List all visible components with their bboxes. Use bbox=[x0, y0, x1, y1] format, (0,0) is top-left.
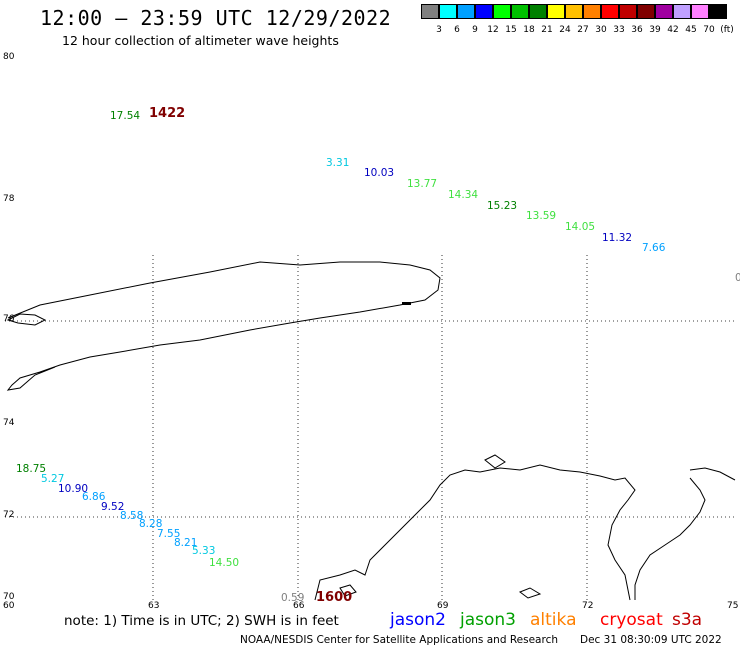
wave-height-label: 14.05 bbox=[565, 221, 596, 233]
legend-swatch bbox=[619, 4, 637, 19]
wave-height-label: 18.75 bbox=[16, 463, 47, 475]
map-subtitle: 12 hour collection of altimeter wave hei… bbox=[62, 33, 339, 48]
legend-swatch bbox=[421, 4, 439, 19]
legend-swatch bbox=[493, 4, 511, 19]
legend-label: 15 bbox=[505, 25, 517, 35]
legend-label: 18 bbox=[523, 25, 535, 35]
satellite-label: jason2 bbox=[390, 610, 446, 630]
wave-height-label: 0.59 bbox=[281, 592, 305, 604]
footer-note: note: 1) Time is in UTC; 2) SWH is in fe… bbox=[64, 613, 339, 629]
island-small-1 bbox=[484, 454, 506, 469]
legend-swatch bbox=[511, 4, 529, 19]
yamal-coast bbox=[314, 464, 636, 601]
legend-label: 3 bbox=[436, 25, 442, 35]
lat-label: 78 bbox=[3, 194, 15, 204]
lon-label: 60 bbox=[3, 601, 15, 611]
grid-lines bbox=[5, 255, 735, 600]
gydan-coast bbox=[634, 467, 736, 600]
legend-swatch bbox=[637, 4, 655, 19]
lon-label: 66 bbox=[293, 601, 305, 611]
legend-swatch bbox=[457, 4, 475, 19]
wave-height-label: 15.23 bbox=[487, 200, 518, 212]
legend-swatch bbox=[601, 4, 619, 19]
legend-swatch bbox=[709, 4, 727, 19]
wave-height-label: 17.54 bbox=[110, 110, 141, 122]
wave-height-label: 13.59 bbox=[526, 210, 557, 222]
legend-swatch bbox=[547, 4, 565, 19]
lon-label: 75 bbox=[727, 601, 739, 611]
legend-swatch bbox=[673, 4, 691, 19]
wave-height-label: 7.66 bbox=[642, 242, 666, 254]
satellite-label: s3a bbox=[672, 610, 703, 630]
novaya-zemlya-north bbox=[6, 261, 441, 391]
legend-label: 27 bbox=[577, 25, 589, 35]
legend-label: 70 bbox=[703, 25, 715, 35]
wave-height-label: 10.03 bbox=[364, 167, 395, 179]
legend-label: 33 bbox=[613, 25, 625, 35]
island-small-2 bbox=[518, 587, 542, 599]
legend-swatch bbox=[583, 4, 601, 19]
legend-label: 12 bbox=[487, 25, 499, 35]
lat-label: 80 bbox=[3, 52, 15, 62]
legend-label: 45 bbox=[685, 25, 697, 35]
lon-label: 69 bbox=[437, 601, 449, 611]
wave-height-label: 1600 bbox=[316, 590, 353, 605]
lon-label: 72 bbox=[582, 601, 594, 611]
wave-height-label: 14.50 bbox=[209, 557, 240, 569]
satellite-label: altika bbox=[530, 610, 577, 630]
legend-swatch bbox=[439, 4, 457, 19]
wave-height-label: 10.90 bbox=[58, 483, 89, 495]
legend-label: 39 bbox=[649, 25, 661, 35]
wave-height-label: 0 bbox=[735, 272, 740, 284]
coastlines bbox=[6, 261, 736, 601]
map-title: 12:00 — 23:59 UTC 12/29/2022 bbox=[40, 6, 392, 30]
wave-height-label: 9.52 bbox=[101, 501, 125, 513]
wave-height-label: 8.21 bbox=[174, 537, 198, 549]
wave-height-label: 8.28 bbox=[139, 518, 163, 530]
wave-height-label: 6.86 bbox=[82, 491, 106, 503]
legend-label: 30 bbox=[595, 25, 607, 35]
legend-label: 9 bbox=[472, 25, 478, 35]
lat-label: 76 bbox=[3, 314, 15, 324]
wave-height-label: 7.55 bbox=[157, 528, 181, 540]
lat-label: 72 bbox=[3, 510, 15, 520]
lat-label: 74 bbox=[3, 418, 15, 428]
wave-height-label: 5.33 bbox=[192, 545, 216, 557]
wave-height-label: 1422 bbox=[149, 106, 186, 121]
legend-swatch bbox=[691, 4, 709, 19]
legend-unit: (ft) bbox=[720, 25, 734, 35]
timestamp: Dec 31 08:30:09 UTC 2022 bbox=[580, 634, 722, 646]
legend-label: 24 bbox=[559, 25, 571, 35]
satellite-label: cryosat bbox=[600, 610, 663, 630]
legend-swatch bbox=[565, 4, 583, 19]
legend-label: 42 bbox=[667, 25, 679, 35]
legend-swatch bbox=[475, 4, 493, 19]
land-marker bbox=[402, 302, 411, 305]
novaya-zemlya-coast bbox=[6, 313, 47, 326]
lon-label: 63 bbox=[148, 601, 160, 611]
wave-height-label: 3.31 bbox=[326, 157, 350, 169]
island-small-3 bbox=[339, 584, 357, 597]
legend-label: 21 bbox=[541, 25, 553, 35]
credit-text: NOAA/NESDIS Center for Satellite Applica… bbox=[240, 634, 558, 646]
legend-swatch bbox=[655, 4, 673, 19]
lat-label: 70 bbox=[3, 592, 15, 602]
legend-swatch bbox=[529, 4, 547, 19]
wave-height-label: 5.27 bbox=[41, 473, 65, 485]
legend-label: 36 bbox=[631, 25, 643, 35]
wave-height-label: 8.58 bbox=[120, 510, 144, 522]
legend-label: 6 bbox=[454, 25, 460, 35]
satellite-label: jason3 bbox=[460, 610, 516, 630]
wave-height-label: 14.34 bbox=[448, 189, 479, 201]
wave-height-label: 13.77 bbox=[407, 178, 438, 190]
wave-height-label: 11.32 bbox=[602, 232, 633, 244]
